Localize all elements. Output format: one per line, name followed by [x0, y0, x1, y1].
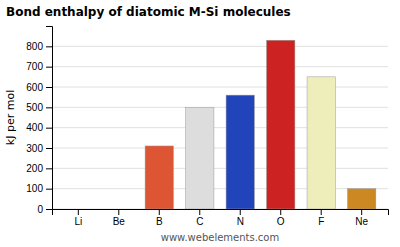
y-tick-mark	[46, 67, 52, 68]
bar	[348, 189, 376, 209]
y-tick-mark	[46, 189, 52, 190]
y-tick: 0	[37, 204, 52, 215]
grid-line	[52, 148, 388, 149]
y-tick-label: 500	[26, 102, 43, 113]
x-tick-mark	[78, 209, 79, 215]
y-axis: 0 100 200 300 400 500 600 700 800	[26, 27, 52, 215]
x-tick-label: C	[196, 216, 203, 227]
x-tick: Li	[74, 209, 82, 227]
y-tick-mark	[46, 148, 52, 149]
bar	[307, 77, 335, 209]
x-tick-label: Be	[113, 216, 126, 227]
grid-line	[52, 46, 388, 47]
annotation: www.webelements.com	[161, 232, 279, 243]
bar	[145, 146, 173, 209]
y-tick: 400	[26, 122, 52, 133]
grid-line	[52, 168, 388, 169]
bar	[105, 209, 133, 210]
y-tick-mark	[46, 107, 52, 108]
x-tick: Be	[113, 209, 126, 227]
x-tick-label: B	[156, 216, 163, 227]
grid-line	[52, 107, 388, 108]
y-tick-mark	[46, 168, 52, 169]
grid-line	[52, 127, 388, 128]
chart: 0 100 200 300 400 500 600 700 800 Li Be B C N O F Ne Bond…	[0, 0, 400, 247]
plot: 0 100 200 300 400 500 600 700 800 Li Be B C N O F Ne	[26, 27, 388, 228]
x-tick: B	[156, 209, 163, 227]
bar	[64, 209, 92, 210]
bar	[186, 107, 214, 209]
x-axis-line	[53, 210, 389, 216]
bars	[145, 40, 376, 209]
y-tick-label: 400	[26, 122, 43, 133]
y-tick-mark	[46, 87, 52, 88]
x-tick: N	[237, 209, 244, 227]
y-tick-label: 600	[26, 82, 43, 93]
x-tick-label: Li	[74, 216, 82, 227]
x-tick: C	[196, 209, 203, 227]
bar	[226, 95, 254, 209]
y-tick-label: 300	[26, 143, 43, 154]
y-tick-label: 800	[26, 41, 43, 52]
y-tick-mark	[46, 46, 52, 47]
y-tick-label: 100	[26, 183, 43, 194]
x-tick-label: Ne	[355, 216, 368, 227]
y-tick-label: 0	[37, 204, 43, 215]
y-axis-line	[46, 27, 53, 210]
x-tick-mark	[199, 209, 200, 215]
bar	[267, 40, 295, 209]
y-tick-mark	[46, 209, 52, 210]
x-tick-label: N	[237, 216, 244, 227]
x-tick-mark	[361, 209, 362, 215]
y-tick: 500	[26, 102, 52, 113]
y-tick-label: 700	[26, 61, 43, 72]
x-axis: Li Be B C N O F Ne	[53, 209, 389, 227]
x-tick: F	[318, 209, 324, 227]
x-tick-label: F	[318, 216, 324, 227]
x-tick-mark	[240, 209, 241, 215]
y-tick: 200	[26, 163, 52, 174]
x-tick-mark	[280, 209, 281, 215]
x-tick-label: O	[277, 216, 285, 227]
y-tick: 600	[26, 82, 52, 93]
grid-line	[52, 188, 388, 189]
y-tick: 700	[26, 61, 52, 72]
y-tick: 800	[26, 41, 52, 52]
grid-line	[52, 66, 388, 67]
grid-line	[52, 87, 388, 88]
title: Bond enthalpy of diatomic M-Si molecules	[6, 5, 291, 19]
y-axis-title: kJ per mol	[4, 90, 17, 145]
x-tick: Ne	[355, 209, 368, 227]
y-tick: 100	[26, 183, 52, 194]
grid	[52, 46, 388, 209]
x-tick-mark	[159, 209, 160, 215]
x-tick-mark	[118, 209, 119, 215]
x-tick: O	[277, 209, 285, 227]
x-tick-mark	[321, 209, 322, 215]
y-tick-label: 200	[26, 163, 43, 174]
y-tick: 300	[26, 143, 52, 154]
y-tick-mark	[46, 128, 52, 129]
